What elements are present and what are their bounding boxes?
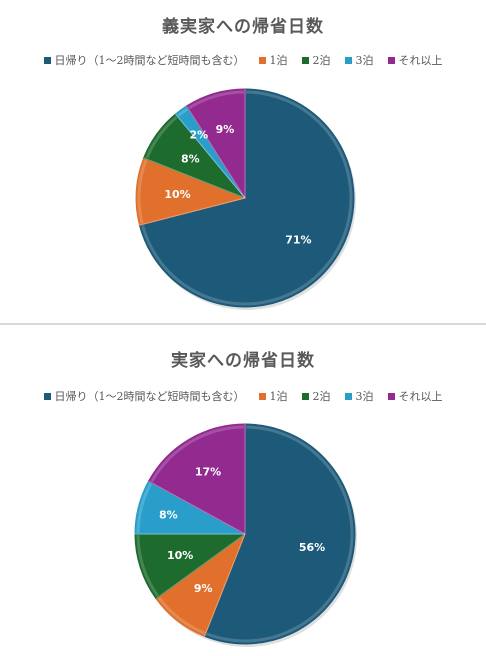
legend-item-1-night: 1泊 <box>258 388 288 404</box>
pie-slice-separator <box>204 533 246 637</box>
legend-item-3-nights: 3泊 <box>344 52 374 68</box>
data-label-3-nights: 2% <box>190 129 209 142</box>
pie-slice-rim <box>145 115 178 159</box>
pie-slice-day-trip <box>138 88 355 308</box>
legend-label: それ以上 <box>398 390 443 403</box>
legend-label: それ以上 <box>398 54 443 67</box>
data-label-1-night: 10% <box>164 188 190 201</box>
legend-label: 2泊 <box>312 54 331 67</box>
legend-swatch <box>387 56 395 64</box>
data-label-2-nights: 10% <box>167 549 193 562</box>
pie-slice-rim <box>136 535 160 597</box>
data-label-day-trip: 56% <box>299 541 325 554</box>
pie-slice-more <box>185 88 246 200</box>
legend-label: 1泊 <box>269 54 288 67</box>
legend-label: 3泊 <box>355 390 374 403</box>
pie-slice-separator <box>148 480 246 535</box>
legend-item-3-nights: 3泊 <box>344 388 374 404</box>
pie-slice-more <box>147 423 246 535</box>
pie-slice-rim <box>137 159 148 224</box>
pie-slice-rim <box>177 107 189 117</box>
legend: 日帰り（1〜2時間など短時間も含む） 1泊 2泊 3泊 それ以上 <box>0 52 486 68</box>
legend-swatch <box>387 392 395 400</box>
legend-item-more: それ以上 <box>387 52 443 68</box>
pie-slice-separator <box>175 113 246 199</box>
legend: 日帰り（1〜2時間など短時間も含む） 1泊 2泊 3泊 それ以上 <box>0 388 486 404</box>
pie-chart-in-laws: 71% 10% 8% 2% 9% <box>135 88 356 310</box>
data-label-more: 17% <box>195 466 221 479</box>
legend-swatch <box>43 56 51 64</box>
pie-slice-rim <box>188 90 244 110</box>
legend-label: 2泊 <box>312 390 331 403</box>
legend-label: 3泊 <box>355 54 374 67</box>
pie-slice-separator <box>186 105 246 199</box>
data-label-2-nights: 8% <box>181 152 200 165</box>
legend-swatch <box>301 56 309 64</box>
data-label-1-night: 9% <box>194 582 213 595</box>
pie-slice-rim <box>150 425 244 483</box>
legend-label: 日帰り（1〜2時間など短時間も含む） <box>54 390 245 403</box>
legend-swatch <box>258 56 266 64</box>
legend-swatch <box>301 392 309 400</box>
legend-swatch <box>344 56 352 64</box>
legend-swatch <box>258 392 266 400</box>
chart-panel-in-laws: 71% 10% 8% 2% 9% 義実家への帰省日数 日帰り（1〜2時間など短時間も含む… <box>0 0 486 322</box>
chart-panel-parents: 56% 9% 10% 8% 17% 実家への帰省日数 日帰り（1〜2時間など短時間も含む… <box>0 328 486 656</box>
pie-slice-rim <box>157 596 206 635</box>
chart-title: 実家への帰省日数 <box>171 351 315 371</box>
legend-item-2-nights: 2泊 <box>301 388 331 404</box>
pie-slice-rim <box>136 482 153 533</box>
data-label-3-nights: 8% <box>159 508 178 521</box>
legend-item-2-nights: 2泊 <box>301 52 331 68</box>
legend-label: 1泊 <box>269 390 288 403</box>
pie-slice-rim <box>141 90 353 306</box>
data-label-day-trip: 71% <box>285 233 311 246</box>
divider <box>0 323 486 325</box>
legend-label: 日帰り（1〜2時間など短時間も含む） <box>54 54 245 67</box>
pie-slice-rim <box>206 425 354 643</box>
legend-item-more: それ以上 <box>387 388 443 404</box>
data-label-more: 9% <box>216 123 235 136</box>
legend-swatch <box>344 392 352 400</box>
legend-item-day-trip: 日帰り（1〜2時間など短時間も含む） <box>43 52 245 68</box>
pie-slice-separator <box>143 157 246 199</box>
pie-slice-separator <box>155 533 246 600</box>
legend-item-day-trip: 日帰り（1〜2時間など短時間も含む） <box>43 388 245 404</box>
pie-slice-separator <box>139 197 246 226</box>
pie-slice-day-trip <box>203 423 356 645</box>
chart-title: 義実家への帰省日数 <box>162 17 324 37</box>
legend-item-1-night: 1泊 <box>258 52 288 68</box>
legend-swatch <box>43 392 51 400</box>
